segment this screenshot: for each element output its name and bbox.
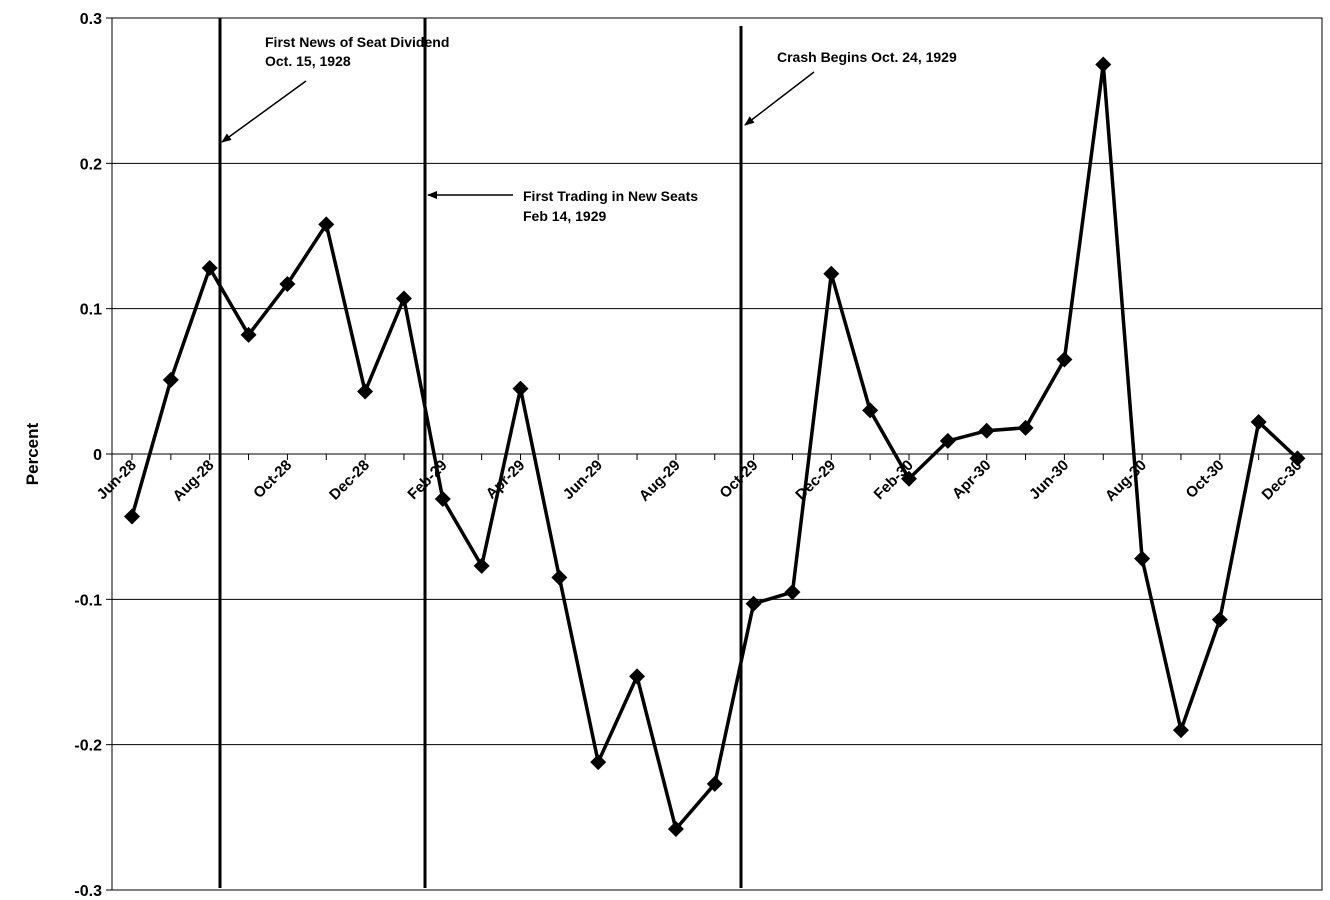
x-tick-label: Jun-30 [1026,457,1072,503]
y-axis-ticks: 0.3 0.2 0.1 0 -0.1 -0.2 -0.3 [74,11,112,900]
data-point-marker [162,371,179,388]
x-tick-label: Jun-29 [560,457,606,503]
data-point-marker [1134,550,1151,567]
y-tick-label: 0.3 [80,11,102,28]
data-point-marker [1172,722,1189,739]
annotation-arrow [744,71,815,126]
data-point-marker [1250,414,1267,431]
data-point-marker [901,470,917,487]
event-lines [218,18,743,888]
y-tick-label: -0.1 [74,592,102,609]
annotation-text: Crash Begins Oct. 24, 1929 [777,49,957,65]
y-tick-label: 0.1 [80,302,102,319]
annotation-text: First Trading in New Seats [523,188,698,204]
data-point-marker [1289,450,1306,467]
series-line [130,64,1299,833]
data-point-marker [862,402,879,419]
x-tick-label: Aug-28 [170,457,218,505]
data-point-marker [318,216,335,233]
x-axis-ticks: Jun-28 Aug-28 Oct-28 Dec-28 Feb-29 Apr-29 Jun-… [94,454,1305,505]
annotation-text: First News of Seat Dividend [265,34,449,50]
annotations: First News of Seat Dividend Oct. 15, 192… [221,34,957,224]
data-point-marker [745,595,762,612]
data-point-marker [551,569,568,586]
x-tick-label: Oct-30 [1183,457,1228,502]
data-point-marker [629,668,646,685]
y-axis-label: Percent [23,422,42,485]
data-point-marker [1095,56,1112,73]
x-tick-label: Aug-30 [1102,457,1150,505]
data-point-marker [434,491,451,508]
data-point-marker [473,557,490,574]
data-point-marker [240,326,257,343]
x-tick-label: Oct-28 [250,457,295,502]
data-point-marker [512,380,529,397]
data-point-marker [357,383,374,400]
y-tick-label: -0.3 [74,883,102,900]
data-series [124,56,1306,837]
data-point-marker [667,820,684,837]
data-point-marker [823,265,840,282]
data-point-marker [978,422,995,439]
y-tick-label: 0.2 [80,156,102,173]
annotation-arrow [221,80,307,143]
data-point-marker [1056,351,1073,368]
data-point-marker [395,290,412,307]
x-tick-label: Dec-29 [792,457,839,504]
data-point-marker [1211,611,1228,628]
annotation-text: Oct. 15, 1928 [265,53,351,69]
data-point-marker [784,584,801,601]
y-tick-label: -0.2 [74,738,102,755]
data-point-marker [590,754,607,771]
x-tick-label: Apr-30 [949,457,995,503]
x-tick-label: Oct-29 [716,457,761,502]
x-tick-label: Aug-29 [636,457,684,505]
data-point-marker [706,775,723,792]
y-tick-label: 0 [93,447,102,464]
data-point-marker [124,508,140,525]
data-point-marker [279,275,296,292]
x-tick-label: Dec-28 [326,457,373,504]
data-point-marker [1017,419,1034,436]
data-point-marker [939,432,956,449]
gridlines [112,17,1322,891]
data-point-marker [201,259,218,276]
annotation-text: Feb 14, 1929 [523,208,606,224]
